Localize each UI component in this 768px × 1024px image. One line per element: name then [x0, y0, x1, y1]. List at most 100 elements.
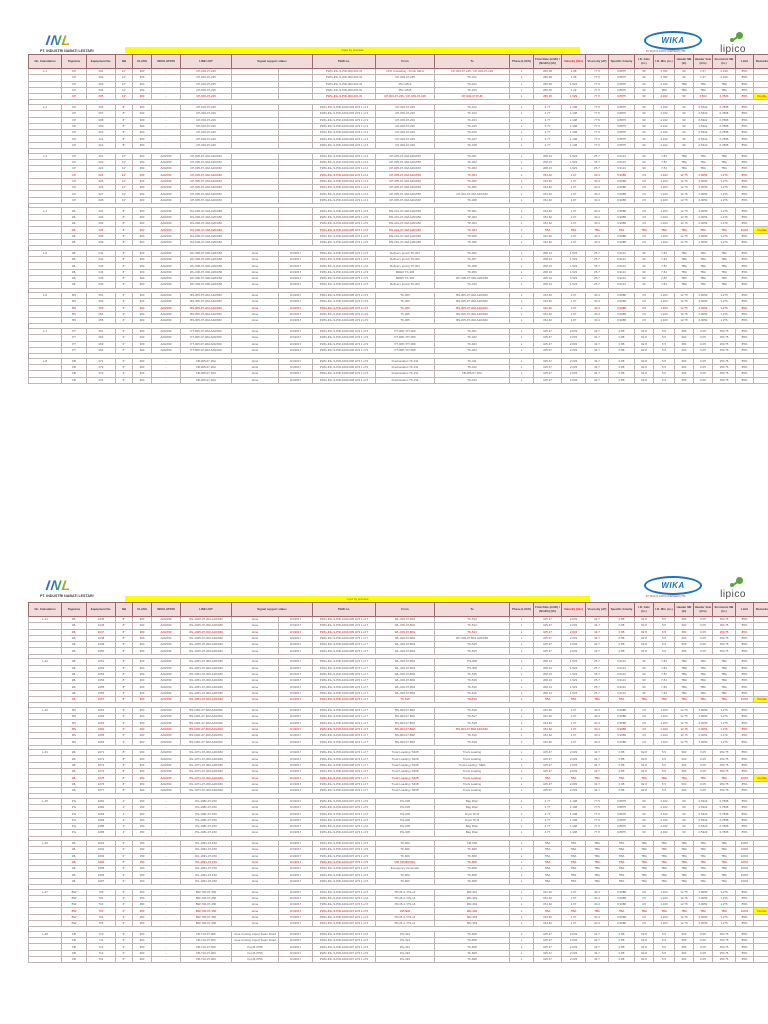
- column-header: Velocity (m/s): [561, 54, 586, 69]
- inl-logo: INL: [44, 32, 73, 48]
- table-cell: [753, 298, 768, 306]
- table-row: WL 1046 8" 300 A20/A50 WL-1045-07-300-A20/A50…: [28, 622, 768, 630]
- table-cell: [753, 317, 768, 325]
- column-header: LINE LIST: [180, 602, 232, 617]
- table-cell: L: [509, 956, 534, 964]
- table-cell: 3/1/2017: [278, 376, 313, 384]
- input-by-process-band: input by process: [125, 47, 580, 53]
- table-row: BS 1065 6" 300 A20/A50 BS-1061-07-300-A20/A50…: [28, 732, 768, 740]
- line-sizing-table: No. Calculation Tagname Equipment No. NB CLA…: [28, 602, 768, 964]
- table-cell: 44.7: [585, 376, 609, 384]
- table-cell: [753, 647, 768, 655]
- input-by-process-band: input by process: [125, 596, 590, 602]
- group-separator: [28, 288, 768, 293]
- table-row: L-4 WL 031 8" 300 A20/A50 WL-006-07-30A A20/A5…: [28, 207, 768, 215]
- table-cell: FB-710-07-300: [180, 956, 232, 964]
- table-row: WL 036 8" 300 A20/A50 WL-006-07-30A A20/A50 PW…: [28, 238, 768, 247]
- table-cell: 600: [674, 376, 694, 384]
- table-row: BS 052 6" 300 A20/A50 BS-005-07-30A A20/A50 do…: [28, 298, 768, 306]
- table-row: BS 053 6" 300 A20/A50 BS-005-07-30A A20/A50 do…: [28, 304, 768, 312]
- group-separator: [28, 323, 768, 329]
- column-header: From: [375, 54, 435, 69]
- table-cell: [28, 376, 62, 384]
- table-row: [28, 245, 768, 251]
- column-header: Header NB (in): [674, 54, 694, 69]
- table-row: CP 008 8" 300- CP-003-07-226 PWG-INL-S-PID-10…: [28, 116, 768, 124]
- column-header: CLASS: [132, 602, 152, 617]
- column-header: Limit: [735, 602, 754, 617]
- column-header: Equipment No.: [86, 54, 116, 69]
- column-header: P&ID no.: [312, 54, 376, 69]
- table-row: FB 074 6" 300- FB-005-07-30A done 3/1/2017 PWG-…: [28, 376, 768, 384]
- column-header: Viscosity (cP): [585, 54, 609, 69]
- table-row: [28, 323, 768, 329]
- column-header: INSULATION: [151, 602, 181, 617]
- table-row: CP 027 12" 300 A20/A50 CP-005-07-30A A20/A50 P…: [28, 190, 768, 198]
- table-row: WL 1072 8" 300 A20/A50 WL-1071-07-300-A20/A50…: [28, 755, 768, 763]
- table-cell: 0.05: [693, 376, 713, 384]
- table-cell: [753, 262, 768, 270]
- column-header: P&ID no.: [312, 602, 376, 617]
- table-row: [28, 203, 768, 208]
- table-row: L-6 BS 051 6" 300 A20/A50 BS-005-07-30A A20/A5…: [28, 291, 768, 300]
- table-cell: 5.5: [653, 956, 675, 964]
- company-name: PT. INDUSTRI NABATI LESTARI: [40, 49, 94, 53]
- group-separator: [28, 793, 768, 799]
- table-row: PT 062 6" 300 A20/A50 PT-005-07-30A A20/A50 do…: [28, 334, 768, 342]
- inl-logo: INL: [44, 577, 73, 593]
- table-cell: [753, 310, 768, 319]
- table-cell: TK-314: [434, 376, 510, 384]
- table-row: PG 1085 4" 150- PG-1081-07-150 done 3/1/2017 PW…: [28, 822, 768, 831]
- table-cell: TK-608: [434, 956, 510, 964]
- column-header: NB: [115, 54, 133, 69]
- table-row: WL 1048 8" 300 A20/A50 WL-1045-07-300-A20/A50…: [28, 634, 768, 643]
- column-header: Flow Rate (m3/h) / (Nm3/h) (t/h): [533, 54, 562, 69]
- line-sizing-table: No. Calculation Tagname Equipment No. NB CLA…: [28, 54, 768, 384]
- table-cell: 92.8: [634, 956, 654, 964]
- lipico-logo: lipico: [706, 32, 760, 55]
- column-header: INSULATION: [151, 54, 181, 69]
- table-row: FB 072 6" 300- FB-005-07-30A done 3/1/2017 PWG-…: [28, 363, 768, 372]
- table-row: WL 1052 8" 300 A20/A50 WL-1051-07-300-A20/A50…: [28, 664, 768, 672]
- table-cell: Double: [753, 93, 768, 101]
- wika-logo: WIKA: [644, 31, 702, 50]
- lipico-molecule-icon: [706, 32, 760, 44]
- table-row: [28, 745, 768, 750]
- column-header: I.D. Min. (in.): [653, 602, 675, 617]
- table-cell: 85%: [735, 956, 754, 964]
- table-row: [28, 836, 768, 841]
- table-row: WL 1097 6" 150- WL-1091-07-150 done 3/1/2017 PW…: [28, 877, 768, 886]
- column-header: Economic NB (in.): [712, 602, 736, 617]
- table-row: CP 002 12" 300- CP-003-07-225 PWG-INL-S-PID-0…: [28, 74, 768, 82]
- header-row: No. Calculation Tagname Equipment No. NB CLA…: [28, 602, 768, 617]
- table-row: WL 1077 8" 300 A20/A50 WL-1071-07-300-A20/A50…: [28, 786, 768, 795]
- column-header: CLASS: [132, 54, 152, 69]
- column-header: Header Velo (m/s): [693, 54, 713, 69]
- table-cell: 150.75: [712, 376, 736, 384]
- lipico-logo: lipico: [706, 577, 760, 600]
- table-cell: [753, 281, 768, 289]
- table-row: CP 007 8" 300- CP-003-07-226 PWG-INL-S-PID-10…: [28, 110, 768, 118]
- table-cell: 3/1/2017: [278, 956, 313, 964]
- column-header: Signal support status: [231, 602, 313, 617]
- table-row: [28, 926, 768, 932]
- table-row: CP 004 12" 300- CP-003-07-225 PWG-INL-S-PID-0…: [28, 86, 768, 95]
- table-cell: 6": [115, 956, 133, 964]
- table-cell: [753, 103, 768, 112]
- table-cell: L: [509, 376, 534, 384]
- table-row: L-42 WL 1051 8" 300 A20/A50 WL-1051-07-300-A20…: [28, 658, 768, 666]
- table-cell: 105.47: [533, 376, 562, 384]
- table-row: BS 055 6" 300 A20/A50 BS-005-07-30A A20/A50 do…: [28, 317, 768, 325]
- table-row: FB 073 6" 300- FB-005-07-30A done 3/1/2017 PWG-…: [28, 370, 768, 378]
- table-cell: [753, 370, 768, 378]
- table-row: PT 064 6" 300 A20/A50 PT-005-07-30A A20/A50 do…: [28, 346, 768, 355]
- table-row: L-1 CP 001 12" 300- CP-003-07-225 PWG-INL-S-PI…: [28, 67, 768, 76]
- table-cell: PG-324: [375, 956, 435, 964]
- table-row: [28, 884, 768, 890]
- column-header: To: [434, 602, 510, 617]
- table-row: PG 1086 4" 150- PG-1081-07-150 done 3/1/2017 PW…: [28, 829, 768, 837]
- column-header: NB: [115, 602, 133, 617]
- table-cell: 85%: [735, 376, 754, 384]
- table-row: WL 1075 8" 300 A20/A50 WL-1071-07-300-A20/A50…: [28, 774, 768, 782]
- column-header: Remarks: [753, 602, 768, 617]
